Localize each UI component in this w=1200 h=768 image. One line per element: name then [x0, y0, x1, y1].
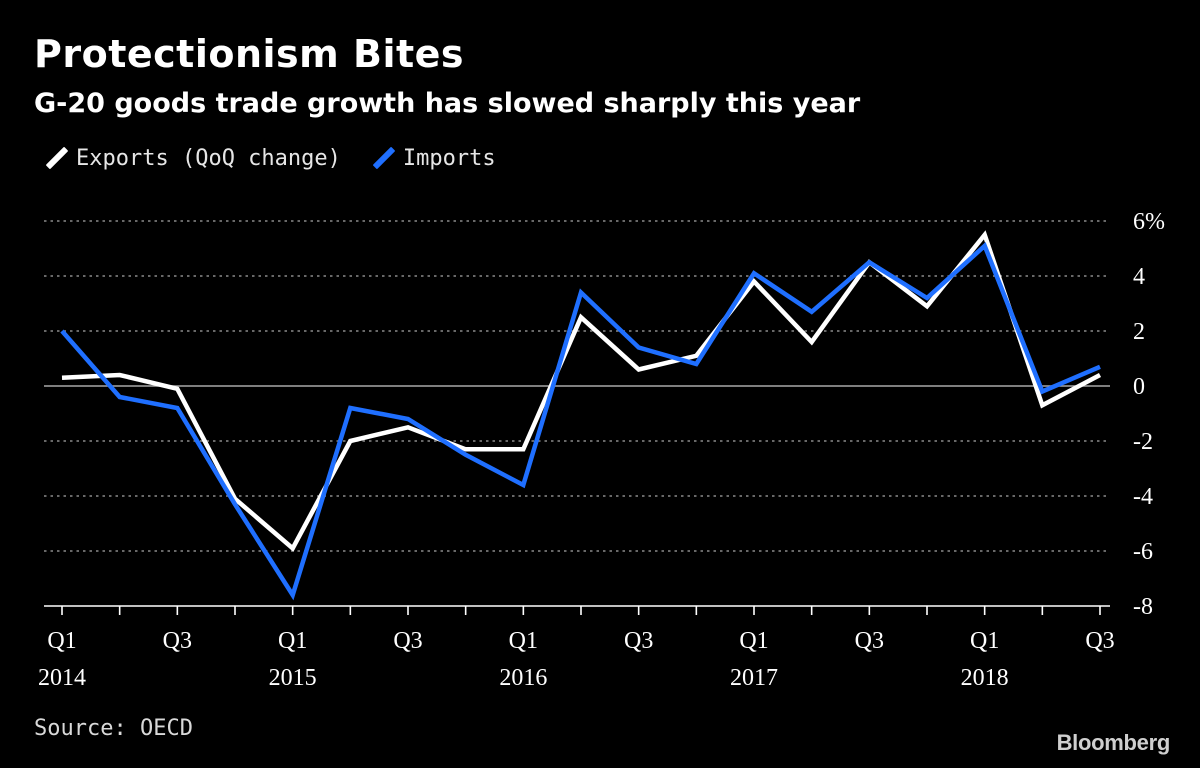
series-line-imports [60, 241, 1101, 601]
legend-item-imports: Imports [372, 145, 496, 171]
y-axis: 6% 4 2 0 -2 -4 -6 -8 [1133, 209, 1165, 620]
y-tick-label: -8 [1133, 594, 1153, 620]
x-tick-label-quarter: Q1 [47, 628, 76, 654]
y-tick-label: 6% [1133, 209, 1165, 235]
series-line-exports [61, 230, 1102, 552]
source-note: Source: OECD [34, 716, 193, 741]
x-tick-label-year: 2017 [730, 665, 778, 691]
x-tick-label-quarter: Q3 [163, 628, 192, 654]
x-tick-label-year: 2015 [269, 665, 317, 691]
x-axis: Q1 2014 Q3 Q1 2015 Q3 Q1 2016 Q3 Q1 2017 Q3 Q1 2018 Q3 [38, 605, 1115, 691]
x-tick-label-year: 2016 [499, 665, 547, 691]
x-tick-label-year: 2014 [38, 665, 86, 691]
x-tick-label-year: 2018 [961, 665, 1009, 691]
legend: Exports (QoQ change) Imports [45, 145, 530, 171]
chart-title: Protectionism Bites [34, 32, 465, 76]
y-tick-label: 0 [1133, 374, 1145, 400]
legend-label-imports: Imports [402, 145, 496, 171]
y-tick-label: -6 [1133, 539, 1153, 565]
x-tick-label-quarter: Q3 [855, 628, 884, 654]
x-tick-label-quarter: Q1 [739, 628, 768, 654]
legend-label-exports: Exports (QoQ change) [76, 145, 341, 171]
y-tick-label: -4 [1133, 484, 1153, 510]
x-tick-label-quarter: Q1 [509, 628, 538, 654]
grid-layer [44, 220, 1110, 552]
y-tick-label: 4 [1133, 264, 1145, 290]
bloomberg-logo: Bloomberg [1056, 730, 1171, 755]
legend-item-exports: Exports (QoQ change) [45, 145, 341, 171]
chart-subtitle: G-20 goods trade growth has slowed sharp… [34, 88, 861, 119]
y-tick-label: -2 [1133, 429, 1153, 455]
y-tick-label: 2 [1133, 319, 1145, 345]
x-tick-label-quarter: Q3 [1085, 628, 1114, 654]
x-tick-label-quarter: Q3 [624, 628, 653, 654]
x-tick-label-quarter: Q3 [393, 628, 422, 654]
series-layer [60, 230, 1102, 601]
x-tick-label-quarter: Q1 [970, 628, 999, 654]
x-tick-label-quarter: Q1 [278, 628, 307, 654]
